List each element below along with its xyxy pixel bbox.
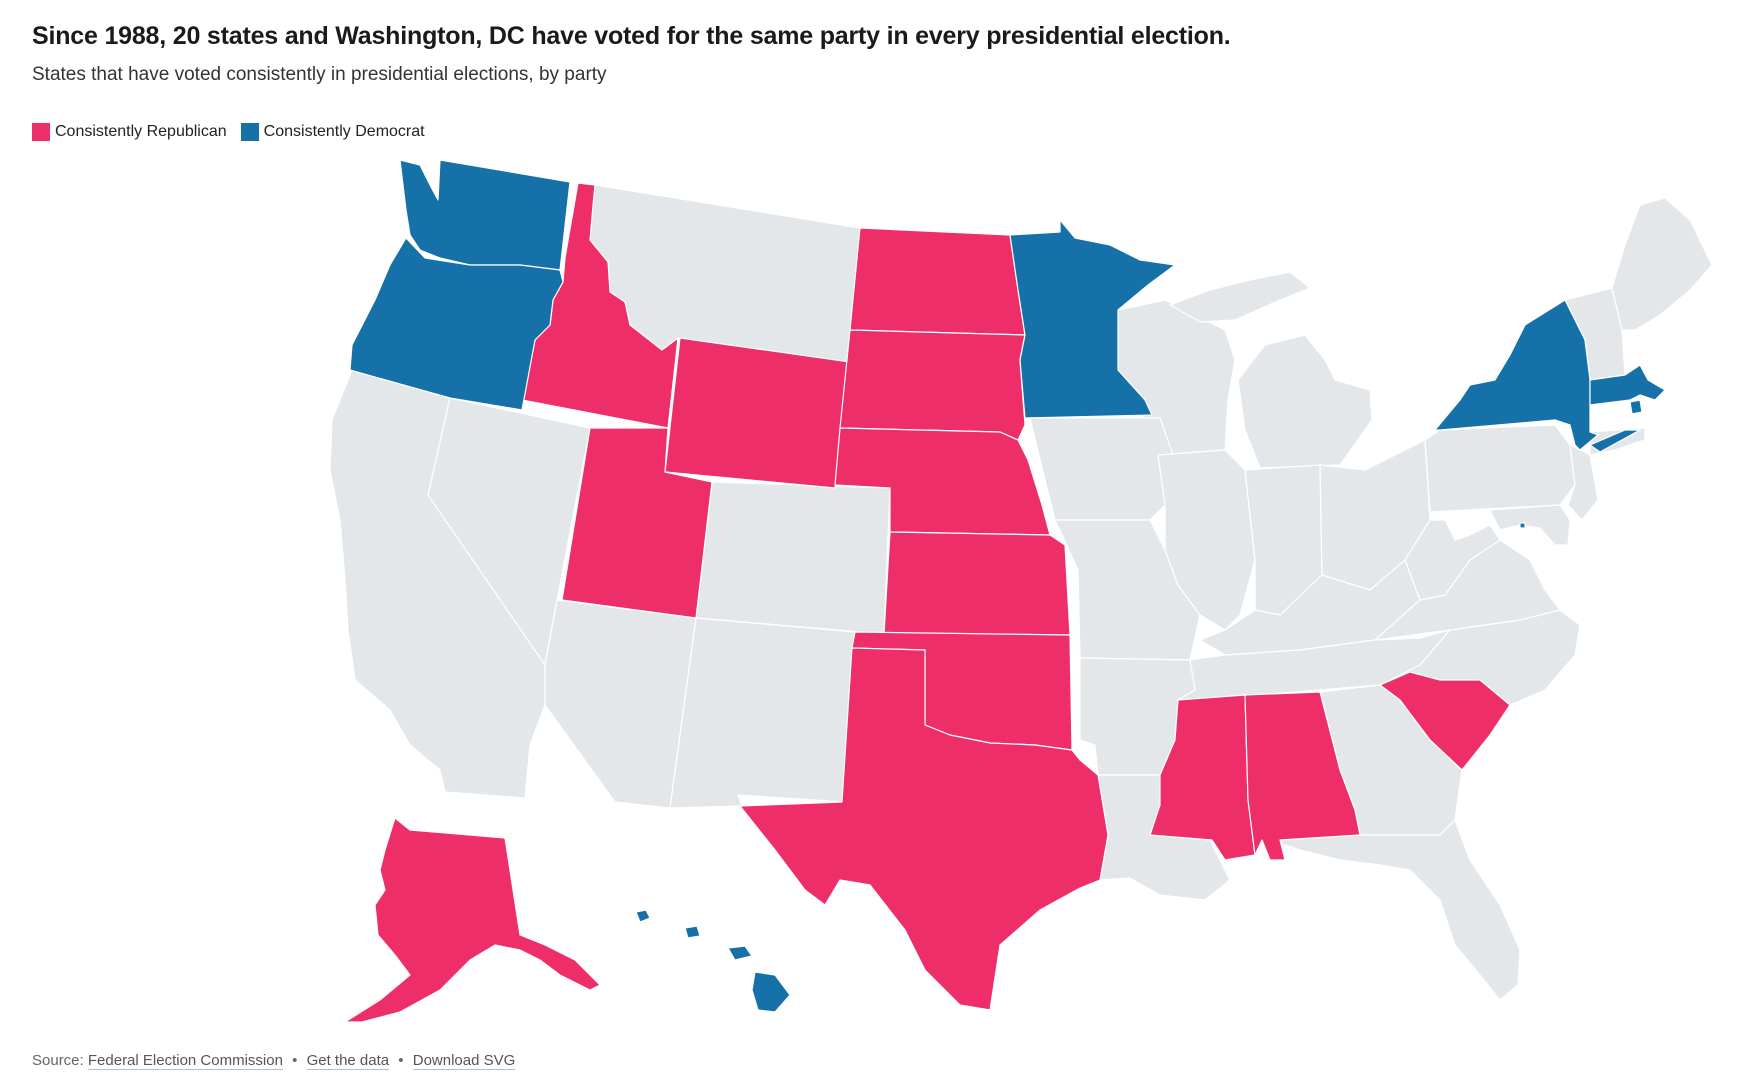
legend-swatch-democrat — [240, 123, 259, 141]
state-kansas[interactable] — [883, 531, 1071, 636]
source-link[interactable]: Federal Election Commission — [87, 1052, 283, 1070]
state-minnesota[interactable] — [1009, 219, 1176, 419]
state-south-carolina[interactable] — [1379, 671, 1511, 771]
state-wyoming[interactable] — [664, 337, 851, 489]
legend-item-democrat: Consistently Democrat — [240, 123, 425, 141]
chart-title: Since 1988, 20 states and Washington, DC… — [32, 22, 1231, 50]
state-arizona[interactable] — [544, 599, 697, 809]
footer: Source: Federal Election Commission • Ge… — [32, 1052, 516, 1070]
state-dc[interactable] — [1519, 522, 1526, 529]
state-utah[interactable] — [561, 427, 713, 619]
state-north-dakota[interactable] — [849, 227, 1026, 336]
state-nebraska[interactable] — [834, 427, 1051, 536]
state-massachusetts[interactable] — [1589, 364, 1666, 406]
state-hawaii-kauai[interactable] — [635, 909, 651, 923]
state-rhode-island[interactable] — [1629, 399, 1643, 415]
chart-subtitle: States that have voted consistently in p… — [32, 64, 607, 85]
source-label: Source: — [32, 1052, 84, 1069]
state-hawaii-oahu[interactable] — [684, 925, 701, 939]
state-alabama[interactable] — [1244, 691, 1361, 861]
state-michigan[interactable] — [1237, 334, 1373, 469]
get-data-link[interactable]: Get the data — [306, 1052, 390, 1070]
state-maryland-delaware[interactable] — [1489, 504, 1571, 546]
state-florida[interactable] — [1269, 819, 1521, 1001]
state-michigan-up[interactable] — [1169, 271, 1311, 323]
state-pennsylvania[interactable] — [1424, 424, 1576, 513]
legend: Consistently Republican Consistently Dem… — [32, 123, 439, 141]
footer-separator: • — [292, 1052, 298, 1069]
state-maine[interactable] — [1611, 197, 1713, 331]
download-svg-link[interactable]: Download SVG — [412, 1052, 516, 1070]
legend-item-republican: Consistently Republican — [32, 123, 227, 141]
state-oregon[interactable] — [349, 237, 564, 411]
state-new-mexico[interactable] — [669, 617, 856, 809]
state-long-island[interactable] — [1589, 429, 1641, 453]
state-alaska[interactable] — [344, 817, 601, 1023]
state-texas[interactable] — [739, 647, 1109, 1011]
state-washington[interactable] — [399, 159, 571, 271]
legend-label-republican: Consistently Republican — [55, 123, 227, 140]
state-west-virginia[interactable] — [1404, 519, 1501, 601]
state-south-dakota[interactable] — [839, 329, 1026, 441]
legend-label-democrat: Consistently Democrat — [263, 123, 425, 140]
footer-separator: • — [398, 1052, 404, 1069]
legend-swatch-republican — [32, 123, 50, 141]
state-hawaii-maui[interactable] — [727, 945, 753, 961]
state-iowa[interactable] — [1029, 417, 1176, 521]
state-colorado[interactable] — [695, 481, 891, 635]
state-hawaii-big-island[interactable] — [751, 971, 791, 1013]
